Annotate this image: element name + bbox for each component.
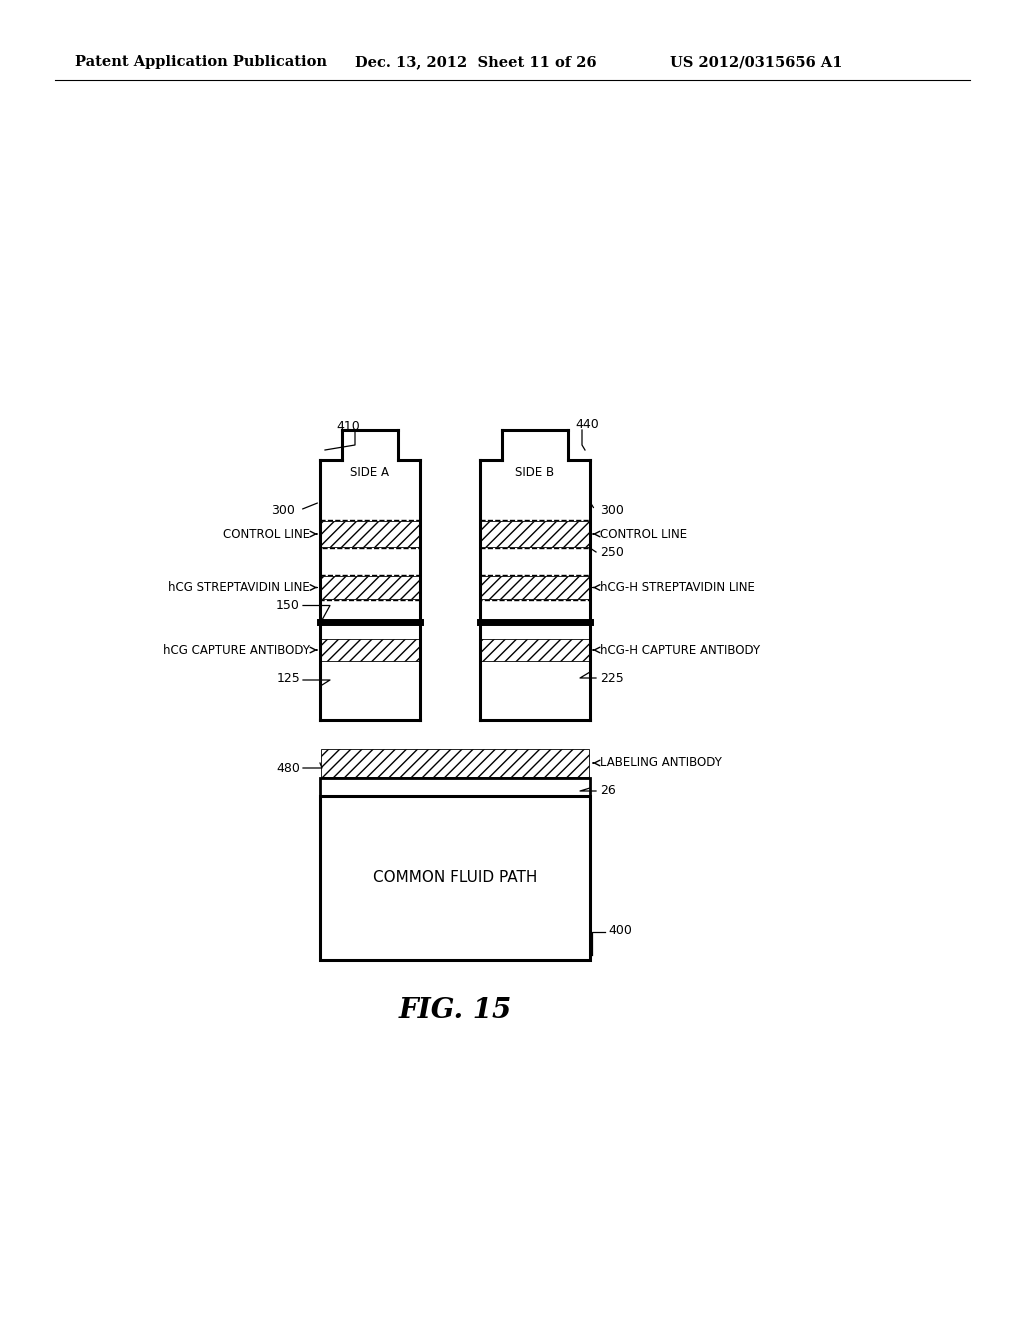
Text: 410: 410 [336, 420, 359, 433]
Text: 300: 300 [271, 503, 295, 516]
Bar [321, 748, 589, 777]
Text: Dec. 13, 2012  Sheet 11 of 26: Dec. 13, 2012 Sheet 11 of 26 [355, 55, 597, 69]
Bar [480, 520, 590, 548]
Text: 225: 225 [600, 672, 624, 685]
Text: 440: 440 [575, 417, 599, 430]
Text: COMMON FLUID PATH: COMMON FLUID PATH [373, 870, 538, 886]
Text: hCG-H STREPTAVIDIN LINE: hCG-H STREPTAVIDIN LINE [600, 581, 755, 594]
Text: 250: 250 [600, 545, 624, 558]
Bar [321, 521, 419, 546]
Bar [319, 796, 590, 960]
Bar [319, 777, 590, 796]
Text: hCG STREPTAVIDIN LINE: hCG STREPTAVIDIN LINE [168, 581, 310, 594]
Text: 400: 400 [608, 924, 632, 936]
Text: SIDE B: SIDE B [515, 466, 555, 479]
Text: SIDE A: SIDE A [350, 466, 389, 479]
Text: LABELING ANTIBODY: LABELING ANTIBODY [600, 756, 722, 770]
Text: 480: 480 [276, 762, 300, 775]
Bar [481, 576, 589, 599]
Text: hCG CAPTURE ANTIBODY: hCG CAPTURE ANTIBODY [163, 644, 310, 656]
Bar [321, 576, 419, 599]
Text: FIG. 15: FIG. 15 [398, 997, 512, 1023]
Bar [480, 576, 590, 601]
Bar [319, 576, 420, 601]
Text: 125: 125 [276, 672, 300, 685]
Text: Patent Application Publication: Patent Application Publication [75, 55, 327, 69]
Text: 26: 26 [600, 784, 615, 797]
Bar [319, 520, 420, 548]
Text: 150: 150 [276, 599, 300, 612]
Text: CONTROL LINE: CONTROL LINE [600, 528, 687, 540]
Bar [481, 521, 589, 546]
Text: hCG-H CAPTURE ANTIBODY: hCG-H CAPTURE ANTIBODY [600, 644, 760, 656]
Text: 300: 300 [600, 503, 624, 516]
Text: CONTROL LINE: CONTROL LINE [223, 528, 310, 540]
Bar [481, 639, 589, 661]
Text: US 2012/0315656 A1: US 2012/0315656 A1 [670, 55, 843, 69]
Bar [321, 639, 419, 661]
